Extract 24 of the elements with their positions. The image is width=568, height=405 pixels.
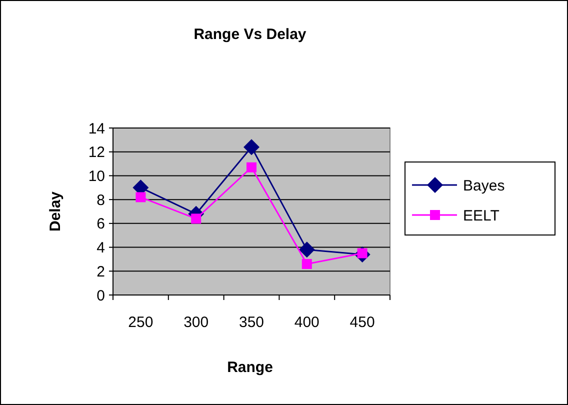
legend-label: Bayes	[463, 177, 505, 194]
y-tick-label: 4	[96, 240, 105, 257]
chart-title: Range Vs Delay	[194, 26, 307, 43]
y-tick-label: 8	[96, 192, 105, 209]
point	[244, 139, 260, 156]
y-axis-title: Delay	[47, 190, 64, 232]
y-tick-label: 2	[96, 263, 105, 280]
legend-label: EELT	[463, 207, 500, 224]
y-tick-label: 12	[88, 144, 105, 162]
y-tick-label: 10	[88, 168, 105, 185]
y-tick-label: 0	[96, 287, 105, 304]
x-tick-label: 250	[128, 314, 154, 331]
x-tick-label: 300	[184, 314, 209, 331]
point	[298, 242, 315, 258]
point	[191, 214, 202, 224]
x-tick-label: 350	[238, 314, 264, 331]
point	[136, 192, 146, 202]
x-tick-label: 400	[294, 314, 320, 331]
y-tick-label: 6	[96, 216, 105, 233]
point	[302, 258, 312, 269]
y-tick-label: 14	[88, 120, 105, 138]
point	[246, 162, 256, 172]
x-axis-title: Range	[227, 359, 273, 376]
x-tick-label: 450	[350, 314, 375, 331]
